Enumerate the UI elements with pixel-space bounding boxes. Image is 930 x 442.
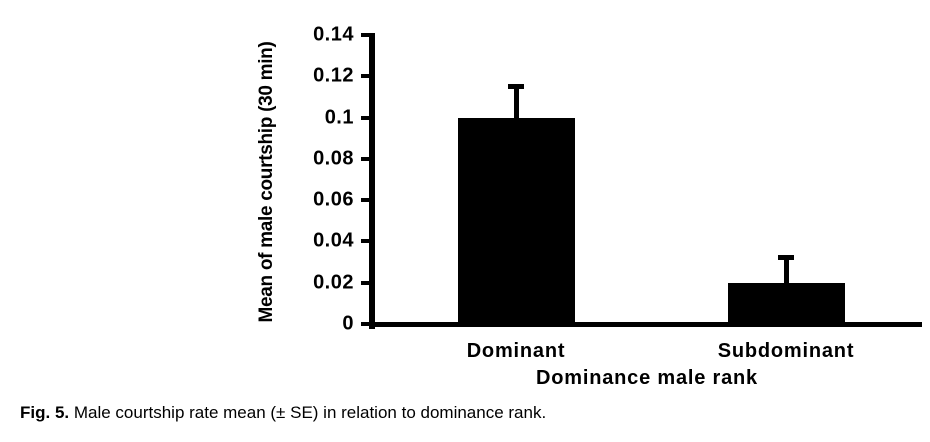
error-bar-cap-subdominant (778, 254, 794, 260)
error-bar-subdominant (783, 257, 789, 283)
error-bar-cap-dominant (508, 83, 524, 89)
y-tick-label: 0.12 (313, 64, 354, 87)
y-axis-tick (361, 280, 369, 285)
y-tick-label: 0 (342, 312, 354, 335)
y-axis-tick (361, 156, 369, 161)
x-axis-title: Dominance male rank (536, 367, 758, 389)
y-tick-label: 0.04 (313, 229, 354, 252)
y-tick-label: 0.06 (313, 188, 354, 211)
y-axis-line (369, 33, 375, 329)
x-tick-label-dominant: Dominant (466, 340, 566, 362)
x-axis-line (369, 322, 922, 327)
caption-text: Male courtship rate mean (± SE) in relat… (69, 403, 547, 422)
x-tick-label-subdominant: Subdominant (717, 340, 855, 362)
y-axis-tick (361, 239, 369, 244)
y-axis-tick (361, 33, 369, 37)
error-bar-dominant (513, 86, 519, 118)
y-axis-tick (361, 322, 369, 326)
y-tick-label: 0.08 (313, 147, 354, 170)
y-axis-tick (361, 198, 369, 203)
y-tick-label: 0.02 (313, 271, 354, 294)
bar-subdominant (727, 282, 845, 325)
bar-dominant (457, 117, 575, 325)
y-tick-label: 0.14 (313, 23, 354, 46)
y-axis-tick (361, 74, 369, 79)
caption-label: Fig. 5. (20, 403, 70, 422)
y-axis-tick (361, 115, 369, 120)
y-axis-title: Mean of male courtship (30 min) (256, 41, 277, 323)
y-tick-label: 0.1 (324, 106, 354, 129)
figure-caption: Fig. 5. Male courtship rate mean (± SE) … (20, 403, 546, 423)
